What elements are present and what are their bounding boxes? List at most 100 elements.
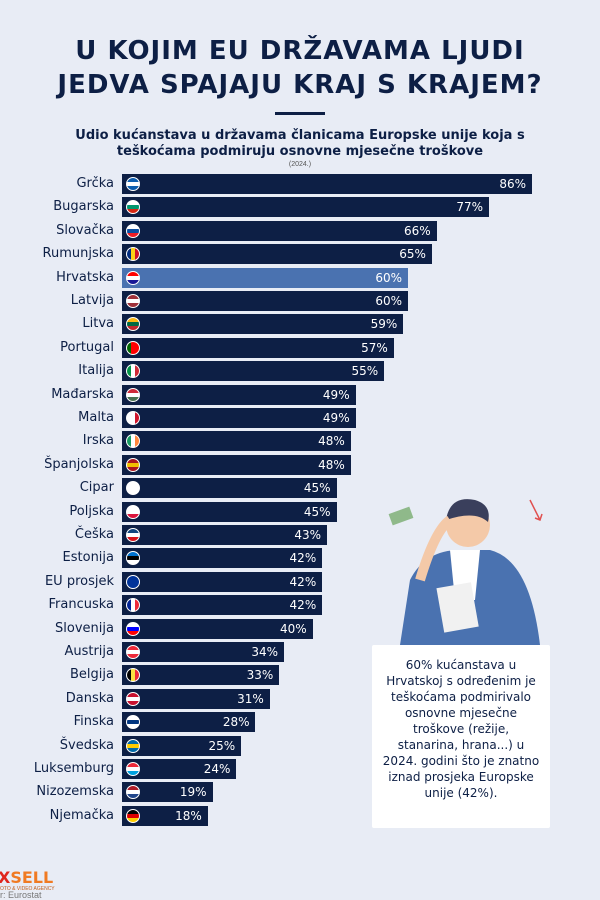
flag-icon <box>126 457 140 472</box>
value-label: 28% <box>222 715 250 730</box>
info-note: 60% kućanstava u Hrvatskoj s određenim j… <box>372 645 550 828</box>
value-label: 55% <box>351 364 379 379</box>
value-label: 42% <box>289 574 317 589</box>
bar-15: 43% <box>122 525 327 545</box>
category-label: Bugarska <box>53 199 114 215</box>
flag-icon <box>126 294 140 308</box>
logo-text: SELL <box>10 868 54 887</box>
value-label: 45% <box>303 504 331 519</box>
flag-icon <box>126 434 140 449</box>
bar-5: 60% <box>122 291 409 311</box>
bar-10: 49% <box>122 408 356 428</box>
value-label: 43% <box>294 528 321 542</box>
category-label: Litva <box>82 316 114 332</box>
flag-icon <box>126 785 140 800</box>
category-label: Poljska <box>69 503 114 519</box>
value-label: 42% <box>289 598 317 613</box>
flag-icon <box>126 411 140 425</box>
category-label: Belgija <box>70 667 114 683</box>
category-label: Njemačka <box>49 807 114 823</box>
category-label: Slovenija <box>55 620 114 636</box>
bar-1: 77% <box>122 197 490 218</box>
category-label: Francuska <box>48 597 114 613</box>
value-label: 49% <box>322 411 350 425</box>
flag-icon <box>126 223 140 238</box>
bar-16: 42% <box>122 548 323 569</box>
bar-6: 59% <box>122 314 404 335</box>
bar-12: 48% <box>122 454 351 475</box>
flag-icon <box>126 481 140 496</box>
flag-icon <box>126 598 140 613</box>
value-label: 49% <box>322 387 350 402</box>
category-label: Finska <box>73 714 114 730</box>
flag-icon <box>126 247 140 262</box>
category-label: Luksemburg <box>33 761 114 776</box>
bar-23: 28% <box>122 712 256 733</box>
category-label: Grčka <box>76 176 114 191</box>
value-label: 86% <box>499 177 526 191</box>
bar-19: 40% <box>122 618 313 639</box>
bar-18: 42% <box>122 595 323 616</box>
flag-icon <box>126 738 140 753</box>
category-label: Slovačka <box>56 222 114 238</box>
value-label: 31% <box>237 691 264 706</box>
bar-21: 33% <box>122 665 280 686</box>
worried-person-illustration <box>388 499 543 645</box>
category-label: Češka <box>74 527 114 542</box>
category-label: Italija <box>78 363 114 379</box>
value-label: 18% <box>175 808 202 823</box>
flag-icon <box>126 645 140 659</box>
logo-tagline: OTO & VIDEO AGENCY <box>0 886 55 892</box>
page-title: U KOJIM EU DRŽAVAMA LJUDI JEDVA SPAJAJU K… <box>0 34 600 102</box>
logo-x: X <box>0 868 11 887</box>
flag-icon <box>126 621 140 636</box>
category-label: Austrija <box>64 644 114 659</box>
bar-2: 66% <box>122 220 437 241</box>
bar-22: 31% <box>122 688 270 709</box>
value-label: 24% <box>203 762 231 776</box>
flag-icon <box>126 668 140 683</box>
flag-icon <box>126 528 140 542</box>
value-label: 60% <box>375 270 403 285</box>
category-label: Danska <box>65 690 114 706</box>
flag-icon <box>126 762 140 776</box>
flag-icon <box>126 808 140 823</box>
flag-icon <box>126 574 140 589</box>
value-label: 40% <box>280 621 307 636</box>
value-label: 48% <box>318 434 345 449</box>
flag-icon <box>126 504 140 519</box>
bar-27: 18% <box>122 805 208 826</box>
flag-icon <box>126 200 140 215</box>
value-label: 19% <box>179 785 207 800</box>
category-label: Rumunjska <box>42 246 114 262</box>
bar-11: 48% <box>122 431 351 452</box>
bar-25: 24% <box>122 759 237 779</box>
bar-17: 42% <box>122 571 323 592</box>
bar-8: 55% <box>122 361 385 382</box>
value-label: 25% <box>208 738 236 753</box>
chart-year: (2024.) <box>288 161 312 168</box>
flag-icon <box>126 177 140 191</box>
category-label: Estonija <box>62 550 114 566</box>
flag-icon <box>126 317 140 332</box>
category-label: EU prosjek <box>44 573 114 589</box>
bar-7: 57% <box>122 337 394 358</box>
value-label: 60% <box>375 294 403 308</box>
value-label: 57% <box>361 340 388 355</box>
source-credit: r: Eurostat <box>0 890 42 900</box>
category-label: Španjolska <box>44 456 114 472</box>
flag-icon <box>126 340 140 355</box>
bar-4: 60% <box>122 267 409 288</box>
title-line-1: U KOJIM EU DRŽAVAMA LJUDI <box>75 36 525 66</box>
category-label: Portugal <box>60 339 114 355</box>
category-label: Mađarska <box>51 386 114 402</box>
title-line-2: JEDVA SPAJAJU KRAJ S KRAJEM? <box>57 70 543 100</box>
value-label: 59% <box>370 317 398 332</box>
value-label: 42% <box>289 551 317 566</box>
bar-13: 45% <box>122 478 337 499</box>
value-label: 45% <box>303 481 331 496</box>
category-label: Latvija <box>70 293 114 308</box>
flag-icon <box>126 387 140 402</box>
bar-24: 25% <box>122 735 242 756</box>
category-label: Cipar <box>79 480 114 496</box>
